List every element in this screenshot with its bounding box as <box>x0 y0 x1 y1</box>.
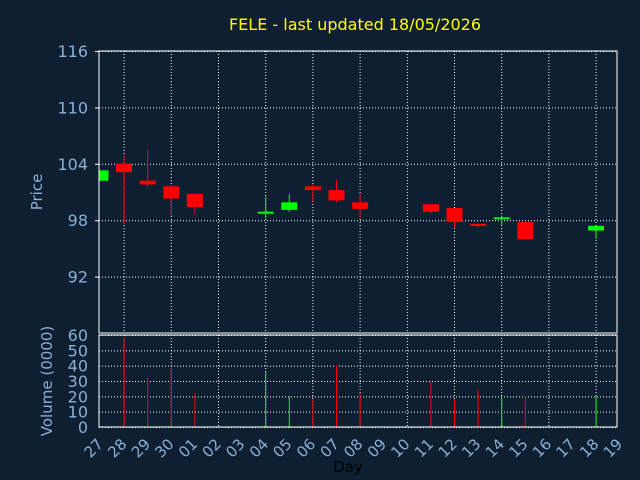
volume-y-tick-label: 10 <box>68 403 88 422</box>
candle-body <box>328 190 345 201</box>
candle-body <box>422 204 439 212</box>
candle-body <box>163 186 180 199</box>
volume-y-axis-label: Volume (0000) <box>38 326 56 436</box>
price-grid <box>99 51 617 333</box>
price-y-tick-label: 104 <box>57 155 88 174</box>
candle-body <box>304 186 321 191</box>
x-tick-label: 29 <box>128 435 154 461</box>
candle-body <box>281 202 298 210</box>
volume-y-tick-label: 20 <box>68 387 88 406</box>
candlestick-series <box>99 149 605 239</box>
x-tick-label: 19 <box>600 435 626 461</box>
volume-y-tick-label: 0 <box>78 418 88 437</box>
x-tick-label: 05 <box>269 435 295 461</box>
x-tick-label: 06 <box>293 435 319 461</box>
x-tick-label: 18 <box>576 435 602 461</box>
volume-y-tick-label: 60 <box>68 326 88 345</box>
price-y-tick-label: 116 <box>57 42 88 61</box>
x-tick-label: 30 <box>151 435 177 461</box>
x-tick-label: 04 <box>246 435 272 461</box>
x-tick-label: 16 <box>529 435 555 461</box>
x-tick-label: 12 <box>435 435 461 461</box>
x-tick-label: 01 <box>175 435 201 461</box>
candle-body <box>517 222 534 239</box>
candle-body <box>470 223 487 226</box>
volume-y-tick-label: 50 <box>68 341 88 360</box>
x-tick-label: 13 <box>458 435 484 461</box>
price-y-tick-label: 98 <box>68 211 88 230</box>
candle-body <box>116 163 133 173</box>
x-tick-label: 17 <box>553 435 579 461</box>
x-tick-label: 28 <box>104 435 130 461</box>
x-tick-label: 27 <box>81 435 107 461</box>
volume-series <box>123 338 597 427</box>
candle-body <box>446 207 463 223</box>
price-y-tick-label: 110 <box>57 98 88 117</box>
x-tick-label: 15 <box>505 435 531 461</box>
x-tick-label: 10 <box>387 435 413 461</box>
x-tick-label: 11 <box>411 435 437 461</box>
x-axis-label: Day <box>333 458 363 476</box>
x-tick-label: 03 <box>222 435 248 461</box>
chart-title: FELE - last updated 18/05/2026 <box>229 15 481 34</box>
price-y-tick-labels: 116 110 104 98 92 <box>57 42 99 287</box>
candle-body <box>257 211 274 214</box>
x-tick-label: 02 <box>199 435 225 461</box>
candle-body <box>352 202 369 209</box>
volume-y-tick-label: 30 <box>68 372 88 391</box>
price-y-tick-label: 92 <box>68 268 88 287</box>
candle-body <box>588 225 605 231</box>
x-tick-label: 09 <box>364 435 390 461</box>
price-y-axis-label: Price <box>28 174 46 211</box>
volume-y-tick-label: 40 <box>68 357 88 376</box>
candle-body <box>99 170 109 181</box>
price-plot-frame <box>98 50 618 334</box>
candle-body <box>493 217 510 220</box>
candle-body <box>139 180 156 185</box>
x-tick-label: 14 <box>482 435 508 461</box>
volume-grid <box>99 335 617 428</box>
candle-body <box>186 193 203 208</box>
volume-plot-frame <box>98 334 618 428</box>
